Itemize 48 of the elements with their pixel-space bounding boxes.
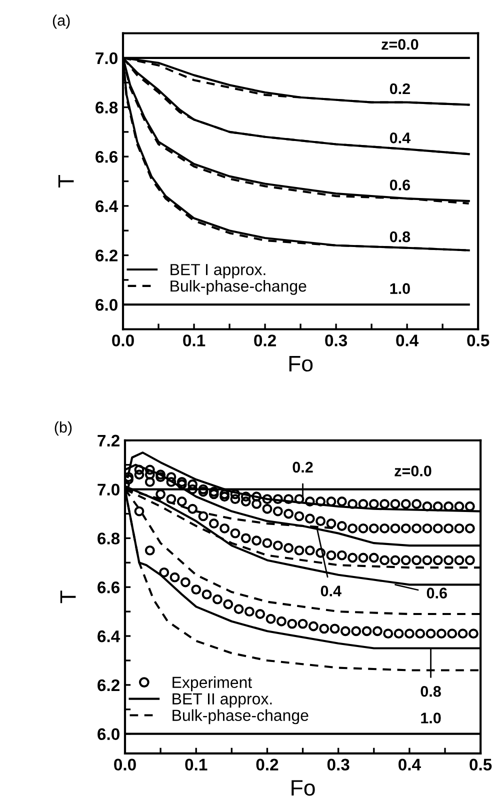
y-tick-label: 7.0: [96, 52, 118, 64]
annotation: 1.0: [390, 283, 410, 294]
annotation: 0.8: [420, 686, 441, 697]
annotation: 0.6: [426, 588, 447, 598]
x-tick-label: 0.2: [254, 334, 276, 346]
x-tick-label: 0.2: [256, 758, 278, 771]
x-axis-title: Fo: [292, 780, 315, 796]
y-axis-title: T: [60, 590, 76, 604]
y-tick-label: 6.0: [98, 728, 120, 740]
annotation: 0.2: [292, 462, 313, 473]
x-tick-label: 0.0: [112, 334, 134, 346]
x-tick-label: 0.3: [327, 758, 350, 771]
y-tick-label: 6.8: [96, 102, 118, 114]
legend-label: Experiment: [172, 676, 252, 692]
annotation: 1.0: [421, 712, 441, 724]
x-tick-label: 0.3: [325, 334, 348, 346]
legend-label: Bulk-phase-change: [172, 709, 308, 724]
legend-label: BET I approx.: [170, 264, 266, 278]
y-tick-label: 6.8: [98, 532, 120, 544]
y-tick-label: 6.6: [96, 150, 118, 163]
x-tick-label: 0.4: [396, 334, 419, 346]
y-axis-title: T: [58, 174, 74, 188]
chart-title: (b): [54, 421, 72, 436]
y-tick-label: 7.0: [98, 484, 120, 496]
chart-title: (a): [52, 14, 70, 29]
x-tick-label: 0.4: [398, 758, 421, 771]
x-tick-label: 0.1: [185, 758, 208, 771]
y-tick-label: 7.2: [98, 434, 120, 446]
annotation: 0.4: [320, 586, 342, 596]
legend-label: BET II approx.: [172, 693, 272, 708]
annotation: 0.2: [390, 83, 410, 94]
annotation: 0.6: [390, 180, 410, 190]
y-tick-label: 6.2: [98, 679, 120, 692]
x-tick-label: 0.5: [467, 334, 490, 346]
y-tick-label: 6.4: [96, 200, 118, 212]
annotation: 0.4: [390, 132, 410, 144]
annotation: z=0.0: [382, 38, 418, 50]
y-tick-label: 6.6: [98, 582, 120, 594]
x-tick-label: 0.0: [114, 758, 136, 771]
legend-label: Bulk-phase-change: [170, 280, 306, 295]
annotation: z=0.0: [394, 466, 432, 476]
x-axis-title: Fo: [289, 356, 313, 372]
y-tick-label: 6.0: [96, 299, 118, 311]
annotation: 0.8: [390, 231, 410, 242]
x-tick-label: 0.5: [470, 758, 492, 771]
y-tick-label: 6.4: [98, 630, 120, 642]
y-tick-label: 6.2: [96, 250, 118, 262]
x-tick-label: 0.1: [183, 334, 206, 346]
